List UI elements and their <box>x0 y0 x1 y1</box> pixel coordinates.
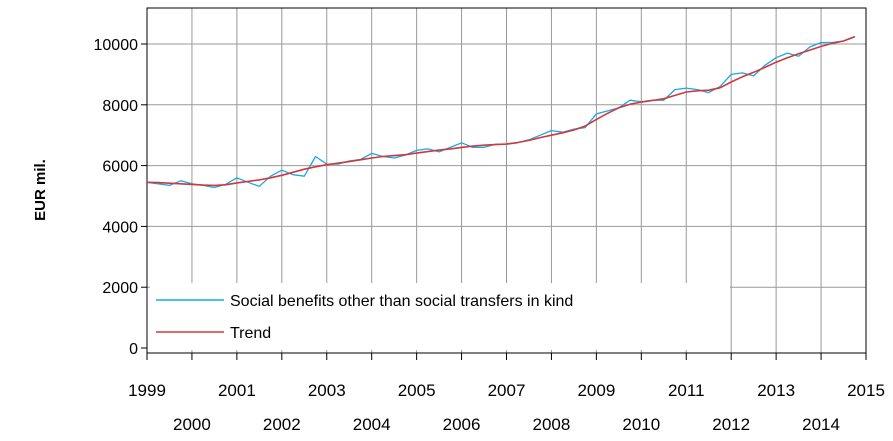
x-tick-label: 2014 <box>802 415 840 434</box>
x-tick-label: 2012 <box>712 415 750 434</box>
x-tick-label: 2015 <box>847 381 885 400</box>
y-tick-label: 2000 <box>102 280 138 297</box>
series-lines <box>146 35 856 189</box>
x-tick-label: 2013 <box>757 381 795 400</box>
legend-box <box>150 283 730 350</box>
legend: Social benefits other than social transf… <box>150 283 730 350</box>
x-tick-label: 2002 <box>263 415 301 434</box>
x-tick-label: 2001 <box>218 381 256 400</box>
x-tick-label: 2005 <box>398 381 436 400</box>
x-tick-label: 2004 <box>353 415 391 434</box>
y-tick-label: 6000 <box>102 159 138 176</box>
legend-label-trend: Trend <box>230 325 271 342</box>
x-tick-label: 2008 <box>533 415 571 434</box>
legend-label-social-benefits: Social benefits other than social transf… <box>230 293 573 310</box>
series-line-trend <box>146 35 856 187</box>
x-tick-label: 2007 <box>488 381 526 400</box>
y-axis: 0 2000 4000 6000 8000 10000 <box>94 37 147 358</box>
y-tick-label: 8000 <box>102 98 138 115</box>
x-axis: 1999 2001 2003 2005 2007 2009 2011 2013 2015 2000… <box>128 353 885 434</box>
y-tick-label: 4000 <box>102 219 138 236</box>
x-tick-label: 2006 <box>443 415 481 434</box>
y-axis-label: EUR mil. <box>32 159 49 221</box>
x-tick-label: 2003 <box>308 381 346 400</box>
y-tick-label: 10000 <box>94 37 139 54</box>
y-tick-label: 0 <box>129 341 138 358</box>
x-tick-label: 2009 <box>577 381 615 400</box>
x-tick-label: 2010 <box>622 415 660 434</box>
x-tick-label: 2011 <box>668 381 705 400</box>
x-tick-label: 1999 <box>128 381 166 400</box>
x-tick-label: 2000 <box>173 415 211 434</box>
